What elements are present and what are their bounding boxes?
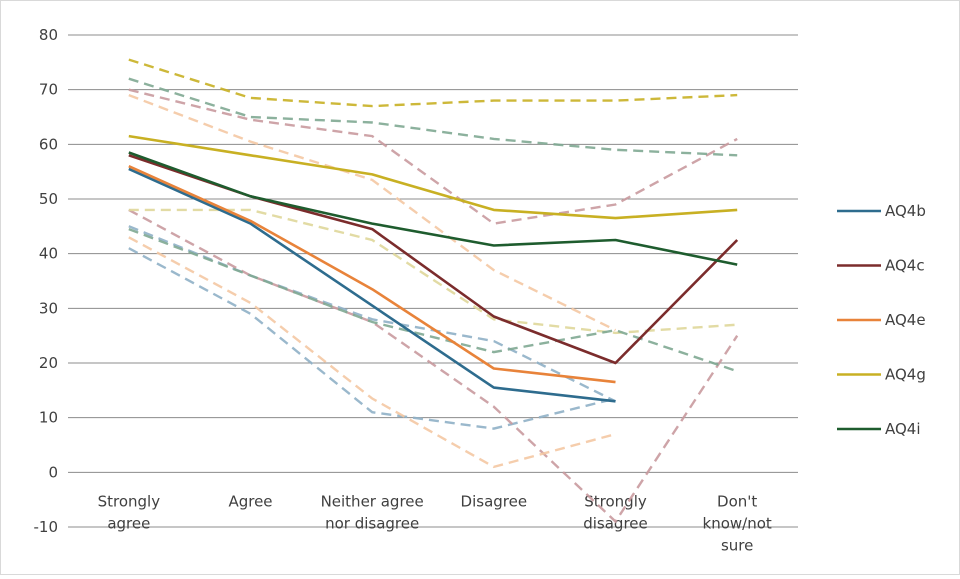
- bound-line: [128, 208, 739, 524]
- y-tick-label: 10: [39, 409, 58, 427]
- y-tick-label: 20: [39, 354, 58, 372]
- bound-line: [128, 88, 738, 225]
- legend-label: AQ4e: [885, 311, 926, 329]
- y-tick-label: 30: [39, 299, 58, 317]
- y-tick-label: 80: [39, 26, 58, 44]
- bound-line: [128, 208, 738, 335]
- bound-line: [128, 247, 616, 430]
- series-line-aq4i: [128, 151, 738, 266]
- confidence-bound-lines: [128, 58, 739, 524]
- y-tick-label: 60: [39, 135, 58, 153]
- bound-line: [128, 77, 738, 157]
- legend-label: AQ4c: [885, 257, 925, 275]
- x-tick-label: Strongly agree: [98, 492, 161, 532]
- legend-label: AQ4b: [885, 202, 926, 220]
- bound-line: [128, 58, 738, 108]
- series-line-aq4e: [128, 165, 616, 384]
- bound-line: [128, 93, 617, 332]
- x-tick-label: Neither agree nor disagree: [321, 492, 424, 532]
- x-tick-label: Disagree: [461, 492, 528, 510]
- y-tick-label: 40: [39, 245, 58, 263]
- y-axis-tick-labels: 80 70 60 50 40 30 20 10 0 -10: [34, 26, 59, 536]
- y-tick-label: 50: [39, 190, 58, 208]
- series-line-aq4g: [128, 134, 738, 220]
- y-tick-label: -10: [34, 518, 59, 536]
- bound-line: [128, 236, 616, 469]
- legend: AQ4b AQ4c AQ4e AQ4g AQ4i: [837, 202, 926, 438]
- x-tick-label: Strongly disagree: [583, 492, 648, 532]
- gridlines: [68, 34, 798, 528]
- x-axis-tick-labels: Strongly agree Agree Neither agree nor disag…: [98, 492, 772, 554]
- legend-label: AQ4g: [885, 366, 926, 384]
- legend-label: AQ4i: [885, 420, 921, 438]
- bound-line: [128, 227, 738, 373]
- y-tick-label: 0: [48, 463, 58, 481]
- x-tick-label: Don't know/not sure: [703, 492, 772, 554]
- series-lines: [128, 134, 739, 403]
- x-tick-label: Agree: [228, 492, 272, 510]
- series-line-aq4b: [128, 167, 616, 403]
- y-tick-label: 70: [39, 81, 58, 99]
